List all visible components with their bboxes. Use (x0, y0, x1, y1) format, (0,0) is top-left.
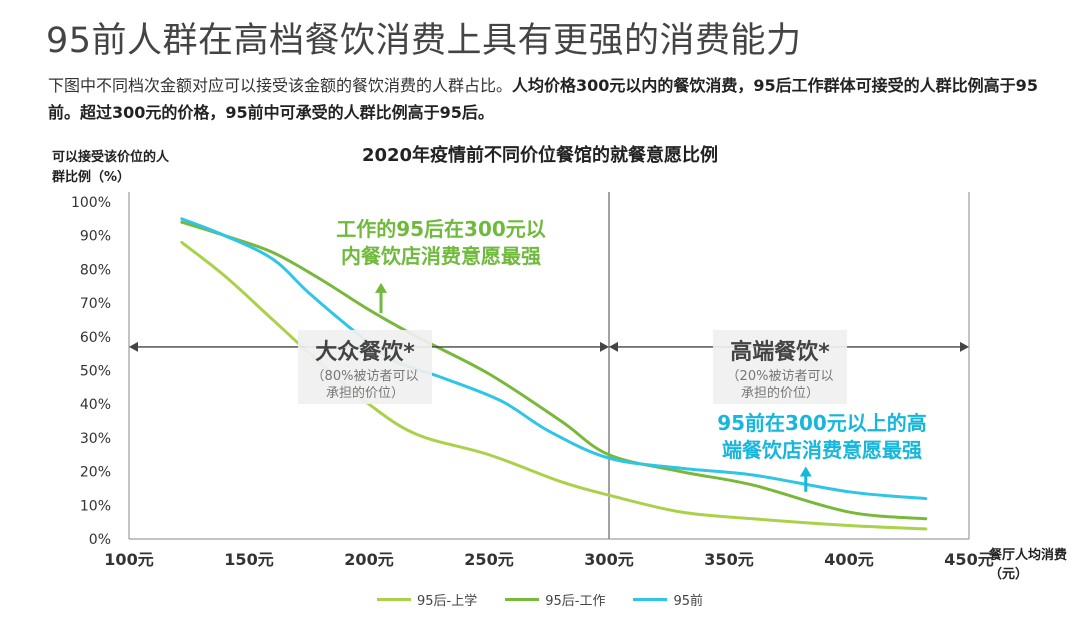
x-tick-label: 250元 (464, 550, 513, 569)
mass-range-arrow-left-head (129, 341, 138, 352)
chart-grid (128, 192, 970, 539)
y-tick-label: 40% (80, 397, 111, 413)
mass-range-arrow-right-head (600, 341, 609, 352)
y-tick-label: 0% (89, 532, 111, 548)
legend-swatch (505, 598, 540, 601)
x-tick-label: 200元 (344, 550, 393, 569)
chart-title: 2020年疫情前不同价位餐馆的就餐意愿比例 (361, 145, 719, 166)
y-tick-label: 100% (71, 195, 111, 211)
description-bold: 人均价格300元以内的餐饮消费，95后工作群体可接受的人群比例高于95前。超过3… (48, 76, 1038, 122)
chart-ticks: 0% 10% 20% 30% 40% 50% 60% 70% 80% 90% 100% 100元 150… (71, 195, 994, 569)
page-title: 95前人群在高档餐饮消费上具有更强的消费能力 (46, 21, 802, 61)
x-tick-label: 450元 (944, 550, 993, 569)
callout-pre-95s: 95前在300元以上的高端餐饮店消费意愿最强 (717, 411, 927, 462)
mass-dining-box: 大众餐饮* （80%被访者可以承担的价位） (298, 330, 432, 404)
x-tick-label: 400元 (824, 550, 873, 569)
x-tick-label: 350元 (704, 550, 753, 569)
high-end-dining-box: 高端餐饮* （20%被访者可以承担的价位） (713, 330, 847, 404)
y-axis-label: 可以接受该价位的人群比例（%） (52, 148, 178, 188)
legend-label: 95后-工作 (545, 594, 606, 609)
mass-dining-note: （80%被访者可以承担的价位） (311, 369, 419, 401)
chart-legend: 95后-上学 95后-工作 95前 (0, 590, 1080, 609)
line-95s-work (180, 220, 928, 521)
legend-item: 95后-工作 (505, 590, 605, 609)
legend-swatch (376, 598, 411, 601)
mass-dining-label: 大众餐饮* (315, 340, 415, 365)
y-tick-label: 70% (80, 296, 111, 312)
line-pre-95s (180, 217, 928, 501)
x-axis-label-text: 餐厅人均消费（元） (989, 548, 1068, 582)
high-range-arrow-right-head (960, 341, 969, 352)
legend-label: 95后-上学 (416, 594, 478, 609)
y-tick-label: 10% (80, 498, 111, 514)
legend-item: 95前 (633, 590, 703, 609)
y-tick-label: 90% (80, 229, 111, 245)
y-tick-label: 60% (80, 330, 111, 346)
high-end-dining-label: 高端餐饮* (730, 340, 830, 365)
x-axis-label: 餐厅人均消费（元） (989, 546, 1069, 584)
legend-item: 95后-上学 (376, 590, 478, 609)
y-tick-label: 80% (80, 262, 111, 278)
y-tick-label: 20% (80, 465, 111, 481)
description-plain: 下图中不同档次金额对应可以接受该金额的餐饮消费的人群占比。 (48, 76, 513, 95)
x-tick-label: 150元 (224, 550, 273, 569)
legend-swatch (633, 598, 668, 601)
y-axis-label-text: 可以接受该价位的人群比例（%） (52, 150, 170, 185)
x-tick-label: 100元 (104, 550, 153, 569)
legend-label: 95前 (673, 594, 703, 609)
y-tick-label: 50% (80, 364, 111, 380)
callout-work-arrowhead (375, 282, 387, 293)
high-end-dining-note: （20%被访者可以承担的价位） (726, 369, 834, 401)
callout-pre95-arrowhead (799, 466, 812, 477)
y-tick-label: 30% (80, 431, 111, 447)
description: 下图中不同档次金额对应可以接受该金额的餐饮消费的人群占比。人均价格300元以内的… (48, 72, 1058, 126)
callout-work-95s: 工作的95后在300元以内餐饮店消费意愿最强 (336, 217, 546, 268)
high-range-arrow-left-head (609, 341, 618, 352)
chart-lines (180, 217, 928, 531)
x-tick-label: 300元 (584, 550, 633, 569)
line-95s-student (180, 240, 928, 531)
